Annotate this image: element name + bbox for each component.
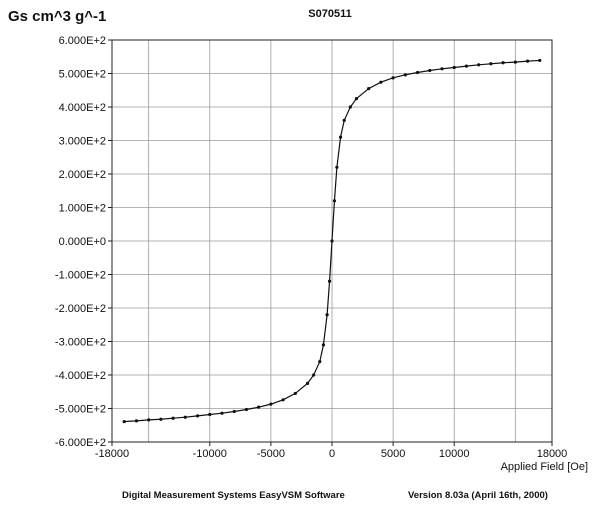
data-point: [428, 68, 432, 73]
y-tick-label: 1.000E+2: [59, 203, 106, 215]
data-point: [183, 415, 187, 419]
data-point: [338, 135, 343, 139]
data-point: [318, 360, 322, 364]
data-point: [464, 64, 469, 68]
x-axis-label: Applied Field [Oe]: [501, 461, 588, 473]
data-point: [354, 97, 359, 101]
data-point: [403, 73, 407, 77]
data-point: [477, 63, 481, 67]
data-point: [327, 279, 332, 283]
data-point: [159, 417, 163, 421]
data-point: [330, 239, 334, 243]
footer-software-label: Digital Measurement Systems EasyVSM Soft…: [122, 490, 345, 501]
y-tick-label: -2.000E+2: [55, 303, 106, 315]
data-point: [257, 405, 261, 409]
x-tick-label: 5000: [381, 448, 405, 460]
data-point: [305, 381, 310, 385]
data-point: [415, 70, 420, 75]
data-point: [379, 80, 383, 84]
data-point: [293, 391, 297, 396]
x-tick-label: -5000: [257, 448, 285, 460]
y-tick-label: 4.000E+2: [59, 102, 106, 114]
data-point: [335, 165, 339, 169]
y-tick-label: -5.000E+2: [55, 404, 106, 416]
data-point: [325, 313, 329, 317]
data-point: [525, 59, 530, 63]
data-point: [367, 86, 371, 91]
data-point: [538, 58, 542, 63]
chart-title: S070511: [308, 8, 352, 20]
data-point: [452, 65, 456, 70]
tick-label-layer: 6.000E+2 5.000E+2 4.000E+2 3.000E+2 2.000E+2…: [55, 35, 567, 460]
axes-layer: [108, 39, 553, 446]
y-tick-label: -4.000E+2: [55, 370, 106, 382]
data-point: [348, 105, 352, 109]
y-tick-label: 0.000E+0: [59, 236, 106, 248]
x-tick-label: -10000: [193, 448, 227, 460]
data-point: [312, 373, 316, 377]
data-point: [342, 118, 346, 122]
y-tick-label: 5.000E+2: [59, 69, 106, 81]
data-point: [513, 60, 517, 64]
data-point: [269, 402, 273, 406]
y-tick-label: -3.000E+2: [55, 337, 106, 349]
data-point: [134, 419, 139, 423]
data-point: [440, 67, 444, 71]
data-point: [232, 409, 236, 414]
data-point: [281, 398, 285, 402]
data-point: [195, 414, 200, 418]
data-point: [501, 61, 505, 65]
y-axis-label: Gs cm^3 g^-1: [8, 8, 107, 25]
data-point: [391, 76, 395, 80]
x-tick-label: 0: [329, 448, 335, 460]
y-tick-label: -1.000E+2: [55, 270, 106, 282]
data-point: [122, 419, 126, 424]
footer-version-label: Version 8.03a (April 16th, 2000): [408, 490, 548, 501]
y-tick-label: 2.000E+2: [59, 169, 106, 181]
data-point: [244, 407, 249, 412]
x-tick-label: -18000: [95, 448, 129, 460]
data-point: [208, 412, 212, 417]
data-point: [171, 416, 175, 420]
data-point: [321, 343, 326, 347]
series-layer: [122, 58, 542, 424]
x-tick-label: 10000: [439, 448, 470, 460]
y-tick-label: 3.000E+2: [59, 136, 106, 148]
x-tick-label: 18000: [537, 448, 568, 460]
y-tick-label: -6.000E+2: [55, 437, 106, 449]
y-tick-label: 6.000E+2: [59, 35, 106, 47]
data-point: [332, 199, 337, 203]
data-point: [489, 62, 493, 66]
data-point: [147, 418, 151, 422]
data-point: [220, 411, 224, 415]
